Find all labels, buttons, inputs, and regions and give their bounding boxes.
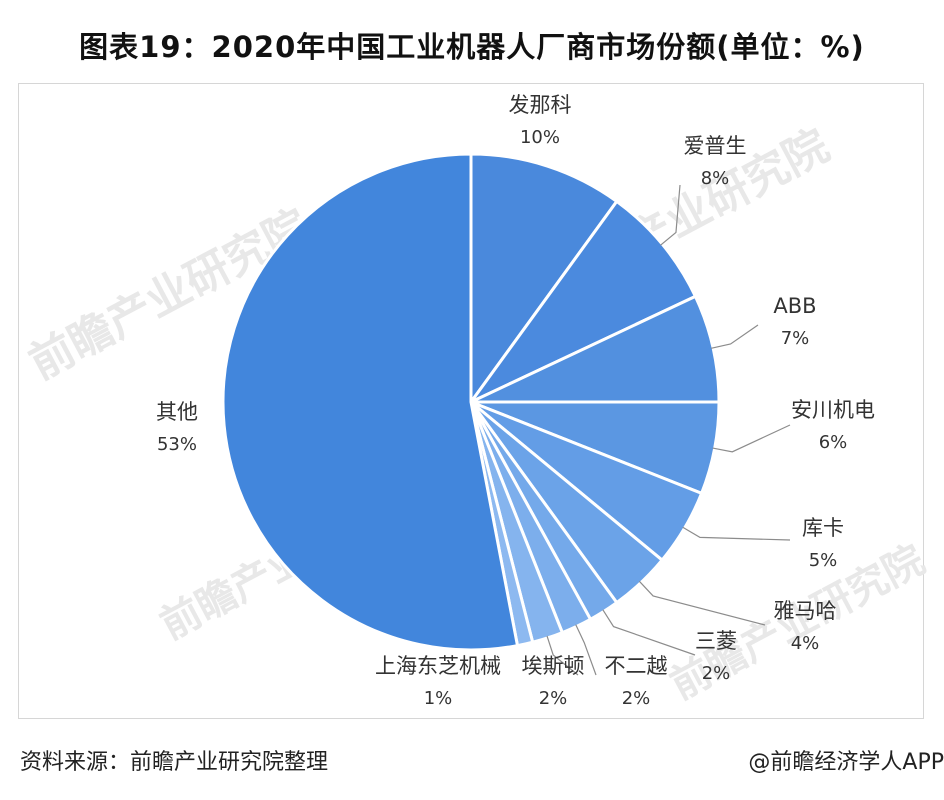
pie-slices [221, 152, 721, 652]
leader-line [575, 624, 597, 676]
pie-slice [221, 152, 520, 652]
slice-name-label: 三菱 [695, 629, 737, 653]
leader-line [546, 635, 579, 676]
slice-name-label: 库卡 [802, 516, 844, 540]
slice-name-label: 爱普生 [684, 134, 747, 158]
slice-value-label: 1% [424, 688, 453, 709]
slice-value-label: 8% [701, 168, 730, 189]
slice-value-label: 4% [791, 633, 820, 654]
slice-name-label: 上海东芝机械 [375, 654, 501, 678]
slice-value-label: 2% [539, 688, 568, 709]
credit-note: @前瞻经济学人APP [748, 750, 944, 775]
slice-name-label: 埃斯顿 [522, 654, 585, 678]
leader-line [660, 184, 681, 246]
slice-name-label: ABB [773, 294, 816, 318]
slice-value-label: 7% [781, 328, 810, 349]
slice-name-label: 安川机电 [791, 398, 875, 422]
slice-value-label: 53% [157, 434, 197, 455]
leader-line [602, 609, 696, 656]
source-note: 资料来源：前瞻产业研究院整理 [20, 750, 329, 775]
slice-name-label: 其他 [156, 400, 198, 424]
chart-title: 图表19：2020年中国工业机器人厂商市场份额(单位：%) [79, 30, 865, 64]
leader-line [638, 580, 766, 626]
leader-line [682, 526, 791, 541]
slice-value-label: 6% [819, 432, 848, 453]
leader-line [712, 424, 791, 453]
slice-value-label: 2% [702, 663, 731, 684]
slice-name-label: 雅马哈 [774, 599, 837, 623]
slice-name-label: 不二越 [605, 654, 668, 678]
slice-labels: 发那科 10% 爱普生 8% ABB 7% 安川机电 6% 库卡 5% 雅马哈 4% 三菱 2% 不二越 2%… [156, 93, 875, 709]
pie-slice [469, 152, 619, 407]
slice-value-label: 5% [809, 550, 838, 571]
leader-line [710, 324, 759, 349]
slice-value-label: 2% [622, 688, 651, 709]
leader-lines [546, 184, 791, 676]
slice-value-label: 10% [520, 127, 560, 148]
slice-name-label: 发那科 [509, 93, 572, 117]
